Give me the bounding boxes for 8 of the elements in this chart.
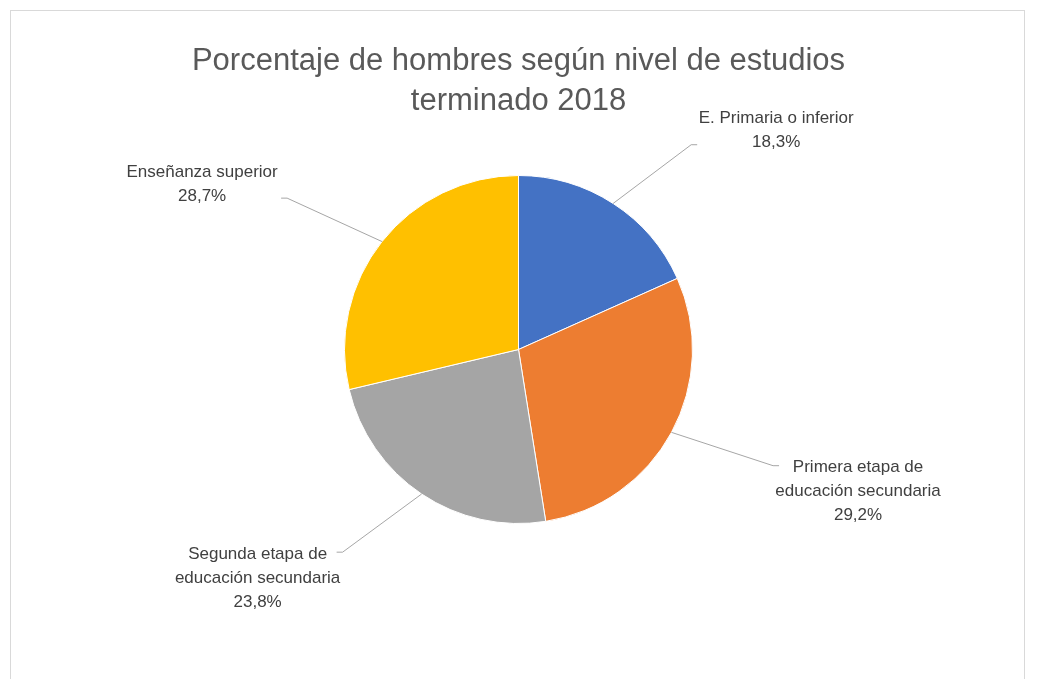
- slice-label: E. Primaria o inferior: [698, 108, 854, 128]
- slice-label: Segunda etapa de educación secundaria: [174, 543, 341, 587]
- data-label: 23,8%: [233, 591, 282, 611]
- data-label: 28,7%: [178, 185, 227, 205]
- slice-label: Enseñanza superior: [126, 161, 279, 181]
- data-label: 29,2%: [833, 505, 883, 525]
- slice-label: Primera etapa de educación secundaria: [775, 457, 942, 501]
- data-label: 18,3%: [752, 132, 801, 152]
